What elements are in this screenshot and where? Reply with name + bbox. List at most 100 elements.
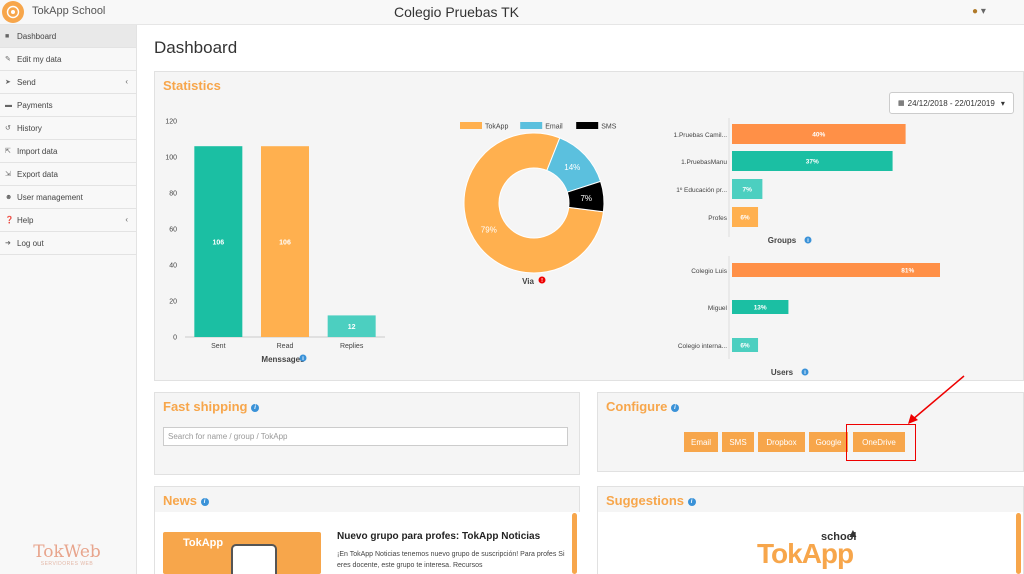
news-image[interactable]: TokApp: [163, 532, 321, 574]
sidebar-item-label: Help: [17, 215, 34, 225]
top-bar: TokApp School Colegio Pruebas TK ● ▾: [0, 0, 1024, 25]
users-bar-chart: Colegio Luis 81% Miguel 13% Colegio interna.…: [678, 256, 940, 377]
y-tick-label: 20: [169, 299, 177, 306]
tokapp-logo-icon[interactable]: [2, 1, 24, 23]
category-label: Colegio interna...: [678, 343, 727, 350]
sidebar-item-import-data[interactable]: ⇱ Import data: [0, 140, 136, 163]
export-icon: ⇲: [5, 171, 11, 178]
category-label: 1º Educación pr...: [676, 187, 727, 194]
messages-bar-chart: 0 20 40 60 80 100 120 106 Sent 106 Read 12 Replies Me…: [165, 119, 385, 364]
configure-email-button[interactable]: Email: [684, 432, 718, 452]
suggestions-title-text: Suggestions: [606, 493, 685, 508]
logout-icon: ➜: [5, 240, 11, 247]
sidebar: ■ Dashboard ✎ Edit my data ➤ Send ‹ ▬ Payment…: [0, 25, 137, 574]
sidebar-item-label: Export data: [17, 169, 58, 179]
fast-shipping-search-input[interactable]: [163, 427, 568, 446]
annotation-arrow: [908, 375, 965, 424]
caret-down-icon: ▾: [980, 6, 986, 17]
sidebar-item-dashboard[interactable]: ■ Dashboard: [0, 25, 136, 48]
sidebar-item-help[interactable]: ❓ Help ‹: [0, 209, 136, 232]
app-name[interactable]: TokApp School: [32, 5, 106, 17]
category-label: Miguel: [708, 305, 728, 312]
hbar: [732, 179, 763, 199]
user-menu-button[interactable]: ● ▾: [972, 6, 986, 17]
x-tick-label: Read: [277, 343, 294, 350]
sidebar-item-edit-my-data[interactable]: ✎ Edit my data: [0, 48, 136, 71]
sidebar-item-label: Log out: [17, 238, 44, 248]
configure-google-button[interactable]: Google: [809, 432, 848, 452]
slice-label: 14%: [564, 163, 580, 172]
data-label: 37%: [806, 159, 819, 166]
sidebar-item-label: Edit my data: [17, 54, 62, 64]
chevron-left-icon: ‹: [125, 215, 128, 224]
credit-card-icon: ▬: [5, 101, 12, 109]
sidebar-item-log-out[interactable]: ➜ Log out: [0, 232, 136, 255]
sidebar-item-history[interactable]: ↺ History: [0, 117, 136, 140]
help-icon: ❓: [5, 217, 14, 224]
info-icon: [801, 368, 809, 376]
category-label: Profes: [708, 215, 728, 222]
calendar-icon: ▦: [898, 100, 905, 107]
legend-label: TokApp: [485, 124, 508, 131]
y-tick-label: 80: [169, 191, 177, 198]
sidebar-item-label: History: [17, 123, 42, 133]
info-icon[interactable]: i: [200, 497, 209, 506]
phone-icon: [231, 544, 277, 574]
y-tick-label: 0: [173, 335, 177, 342]
suggestions-scrollbar[interactable]: [1016, 513, 1021, 574]
bar-sent: [194, 146, 243, 337]
bar-replies: [327, 315, 376, 337]
info-icon-glyph: i: [804, 370, 806, 376]
configure-title: Configure i: [606, 399, 680, 414]
news-image-label: TokApp: [183, 537, 224, 549]
category-label: Colegio Luis: [691, 268, 728, 275]
date-range-picker[interactable]: ▦ 24/12/2018 - 22/01/2019 ▾: [889, 92, 1014, 114]
configure-dropbox-button[interactable]: Dropbox: [758, 432, 805, 452]
x-axis-title: Menssages: [261, 355, 305, 364]
legend-swatch: [520, 122, 543, 129]
info-icon-glyph: i: [302, 356, 304, 362]
alert-icon: [538, 276, 546, 284]
alert-icon-glyph: !: [541, 278, 543, 284]
sidebar-item-label: Dashboard: [17, 31, 57, 41]
fast-shipping-title: Fast shipping i: [163, 399, 260, 414]
y-tick-label: 40: [169, 263, 177, 270]
configure-sms-button[interactable]: SMS: [722, 432, 754, 452]
info-icon[interactable]: i: [251, 403, 260, 412]
data-label: 81%: [901, 268, 914, 275]
info-icon-glyph: i: [807, 238, 809, 244]
sidebar-item-user-management[interactable]: ☻ User management: [0, 186, 136, 209]
data-label: 13%: [754, 305, 767, 312]
hbar: [732, 207, 759, 227]
legend-label: Email: [545, 124, 563, 131]
sidebar-item-payments[interactable]: ▬ Payments: [0, 94, 136, 117]
suggestions-logo-small: school: [821, 531, 857, 543]
hbar: [732, 151, 893, 171]
news-headline[interactable]: Nuevo grupo para profes: TokApp Noticias: [337, 531, 541, 542]
sidebar-item-export-data[interactable]: ⇲ Export data: [0, 163, 136, 186]
configure-onedrive-button[interactable]: OneDrive: [853, 432, 905, 452]
news-title-text: News: [163, 493, 197, 508]
legend-swatch: [460, 122, 482, 129]
edit-icon: ✎: [5, 56, 11, 63]
sidebar-item-send[interactable]: ➤ Send ‹: [0, 71, 136, 94]
legend-label: SMS: [601, 124, 617, 131]
info-icon[interactable]: i: [671, 403, 680, 412]
donut-title: Via: [522, 277, 534, 286]
info-icon[interactable]: i: [687, 497, 696, 506]
school-name: Colegio Pruebas TK: [393, 4, 520, 20]
hbar: [732, 338, 759, 352]
bar-read: [261, 146, 309, 337]
data-label: 6%: [740, 215, 750, 222]
sidebar-item-label: Import data: [17, 146, 58, 156]
news-scrollbar[interactable]: [572, 513, 577, 574]
statistics-title: Statistics: [163, 78, 221, 93]
chevron-left-icon: ‹: [125, 77, 128, 86]
category-label: 1.Pruebas Camil...: [674, 132, 728, 139]
data-label: 40%: [812, 132, 825, 139]
slice-label: 79%: [481, 226, 497, 235]
tokweb-logo[interactable]: TokWeb SERVIDORES WEB: [22, 542, 112, 568]
slice-label: 7%: [580, 194, 592, 203]
tokweb-brand: TokWeb: [33, 542, 101, 562]
sidebar-item-label: User management: [17, 192, 83, 202]
